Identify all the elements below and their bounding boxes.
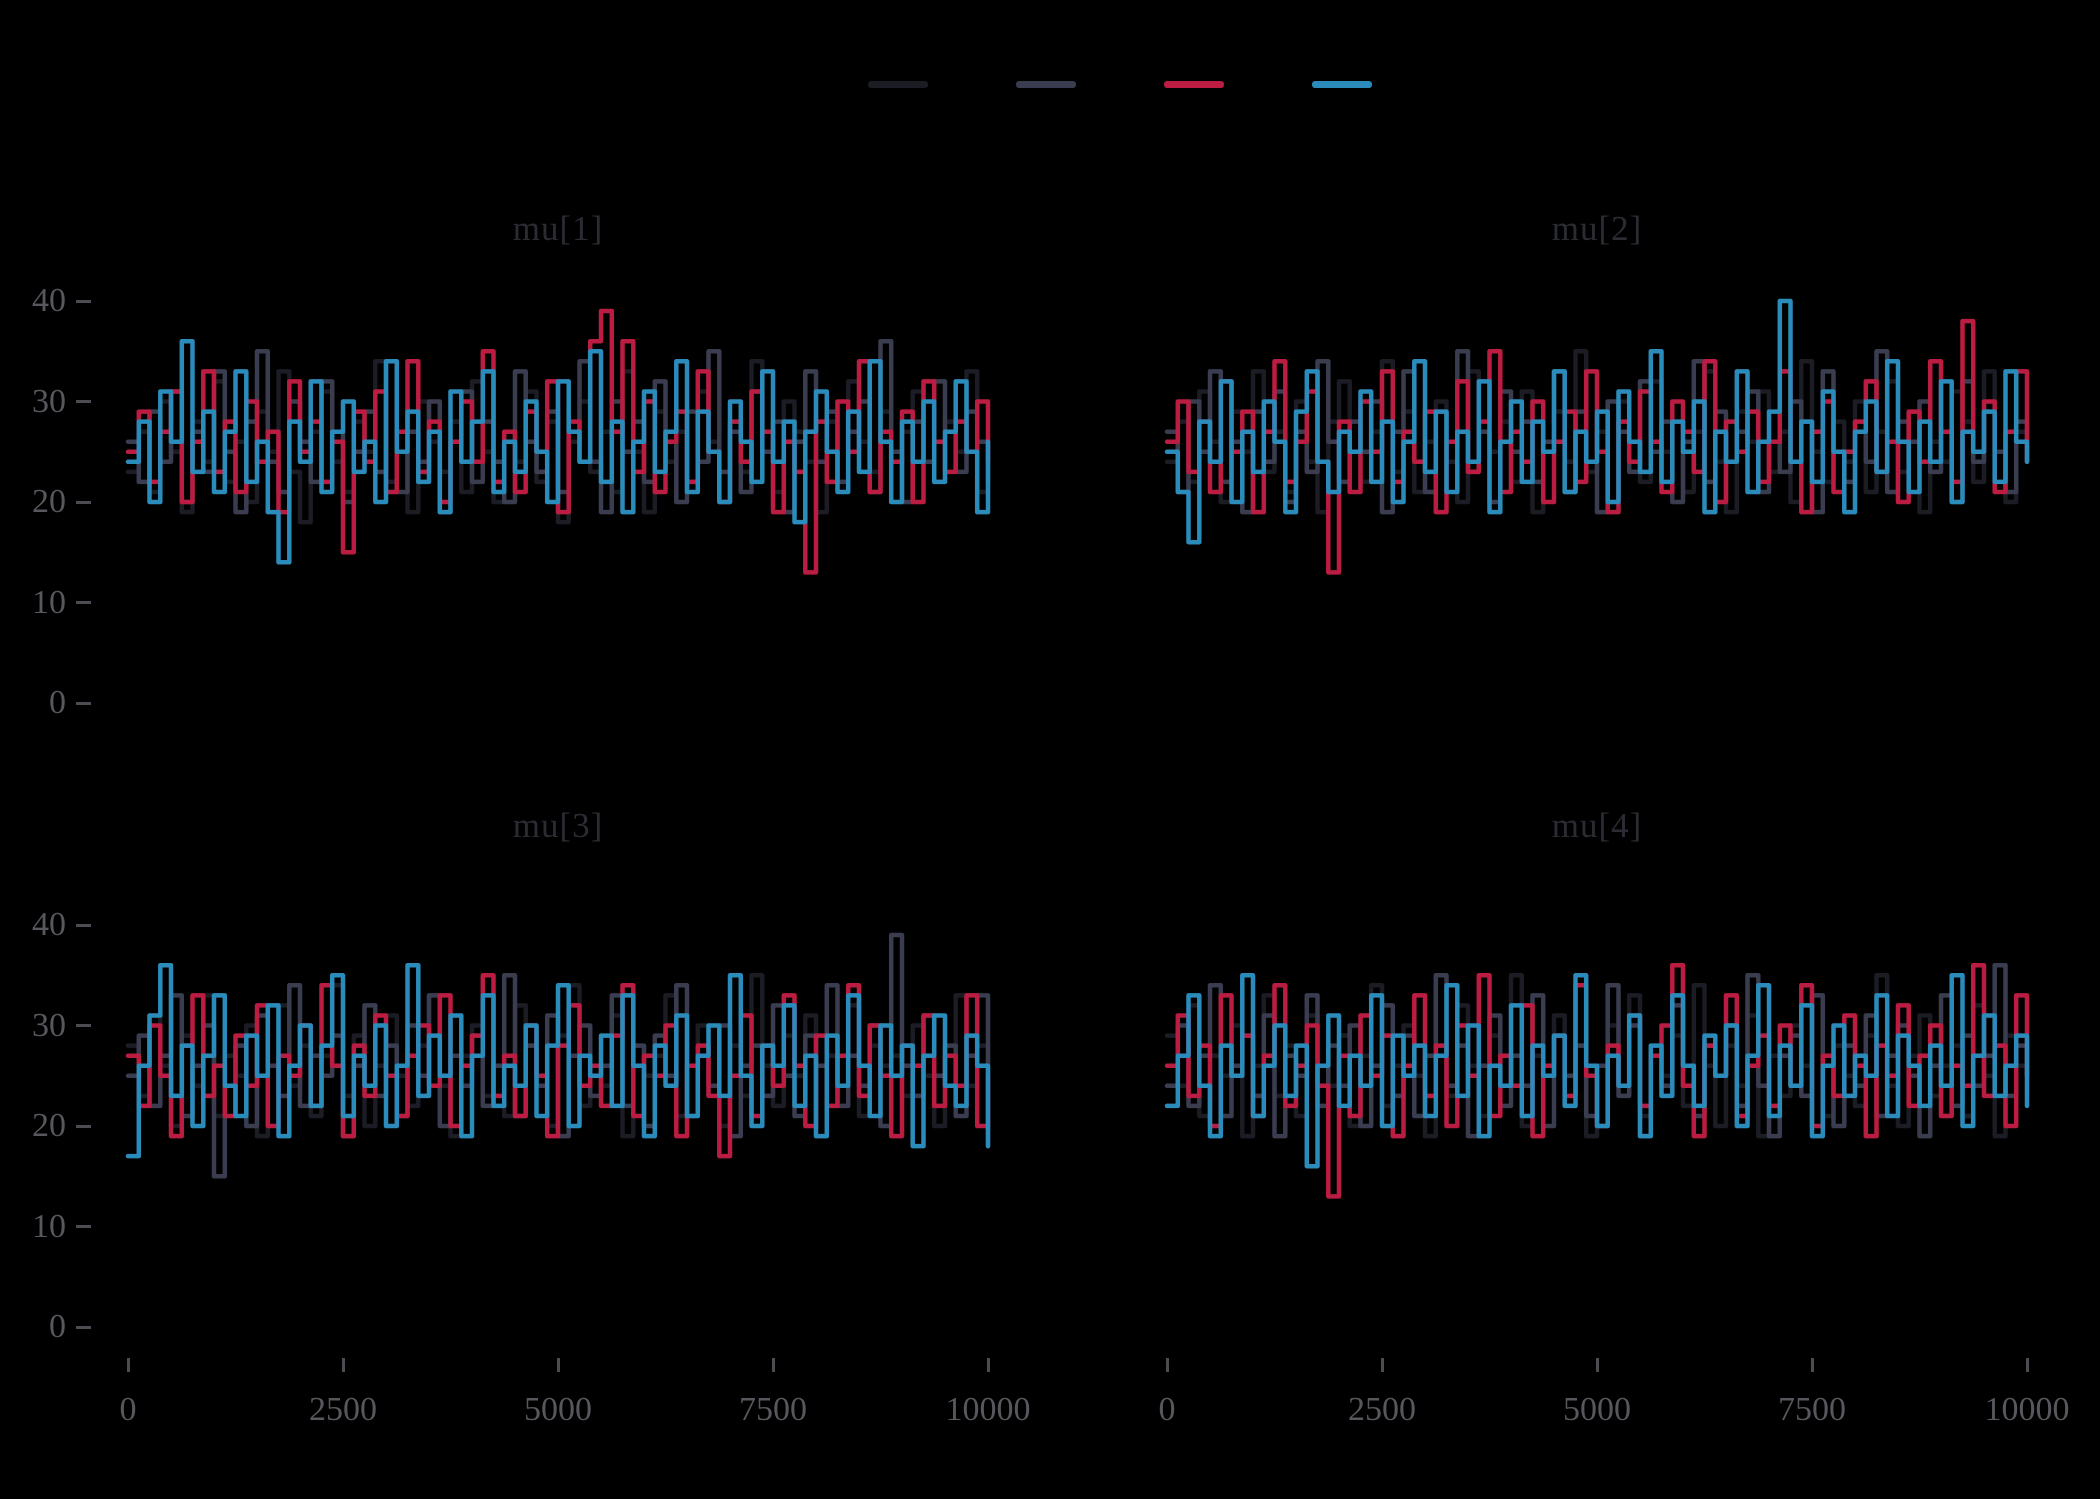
x-axis-tick-mark — [1165, 1358, 1169, 1372]
x-axis-tick-label: 2500 — [309, 1391, 377, 1428]
x-axis-tick-label: 5000 — [524, 1391, 592, 1428]
x-axis-tick-mark — [1595, 1358, 1599, 1372]
trace-panel-mu1 — [125, 308, 991, 575]
x-axis-tick-mark — [2025, 1358, 2029, 1372]
panel-title-mu3: mu[3] — [512, 806, 604, 845]
trace-line-chain-4 — [125, 338, 991, 565]
x-axis-tick-label: 7500 — [1778, 1391, 1846, 1428]
y-axis-tick-mark — [76, 400, 91, 403]
y-axis-tick-label: 40 — [32, 906, 66, 943]
y-axis-tick-label: 30 — [32, 1006, 66, 1044]
trace-panel-mu2 — [1164, 298, 2030, 575]
trace-line-chain-4 — [1164, 298, 2030, 545]
trace-line-chain-4 — [125, 962, 991, 1159]
legend-key-chain-3 — [1164, 81, 1224, 88]
y-axis-tick-label: 20 — [32, 483, 66, 520]
trace-line-chain-4 — [1164, 973, 2030, 1169]
y-axis-tick-label: 10 — [32, 583, 66, 621]
y-axis-tick-mark — [76, 1124, 91, 1128]
y-axis-tick-label: 0 — [49, 684, 66, 721]
legend-key-chain-1 — [868, 81, 928, 88]
x-axis-tick-mark — [771, 1358, 775, 1372]
legend-key-chain-4 — [1312, 81, 1372, 88]
y-axis-tick-mark — [76, 701, 91, 705]
y-axis-tick-label: 0 — [49, 1308, 66, 1345]
x-axis-tick-label: 10000 — [1984, 1391, 2070, 1428]
x-axis-tick-mark — [126, 1358, 130, 1372]
y-axis-tick-label: 10 — [32, 1207, 66, 1245]
panel-title-mu2: mu[2] — [1551, 209, 1643, 248]
y-axis-tick-mark — [76, 1325, 91, 1329]
x-axis-tick-mark — [1810, 1358, 1814, 1372]
panel-title-mu4: mu[4] — [1551, 806, 1643, 845]
x-axis-tick-mark — [1380, 1358, 1384, 1372]
legend-key-chain-2 — [1016, 81, 1076, 88]
x-axis-tick-mark — [556, 1358, 560, 1372]
y-axis-tick-label: 40 — [32, 282, 66, 319]
y-axis-tick-mark — [76, 1225, 91, 1228]
x-axis-tick-label: 5000 — [1563, 1391, 1631, 1428]
y-axis-tick-mark — [76, 500, 91, 504]
x-axis-tick-label: 2500 — [1348, 1391, 1416, 1428]
x-axis-tick-label: 10000 — [945, 1391, 1031, 1428]
y-axis-tick-mark — [76, 601, 91, 604]
trace-panel-mu3 — [125, 932, 991, 1179]
x-axis-tick-mark — [341, 1358, 345, 1372]
y-axis-tick-mark — [76, 923, 91, 927]
panel-title-mu1: mu[1] — [512, 209, 604, 248]
x-axis-tick-label: 0 — [119, 1391, 137, 1428]
y-axis-tick-mark — [76, 299, 91, 303]
x-axis-tick-mark — [986, 1358, 990, 1372]
y-axis-tick-label: 30 — [32, 382, 66, 420]
trace-panel-mu4 — [1164, 962, 2030, 1199]
y-axis-tick-label: 20 — [32, 1107, 66, 1144]
y-axis-tick-mark — [76, 1024, 91, 1027]
x-axis-tick-label: 7500 — [739, 1391, 807, 1428]
x-axis-tick-label: 0 — [1158, 1391, 1176, 1428]
